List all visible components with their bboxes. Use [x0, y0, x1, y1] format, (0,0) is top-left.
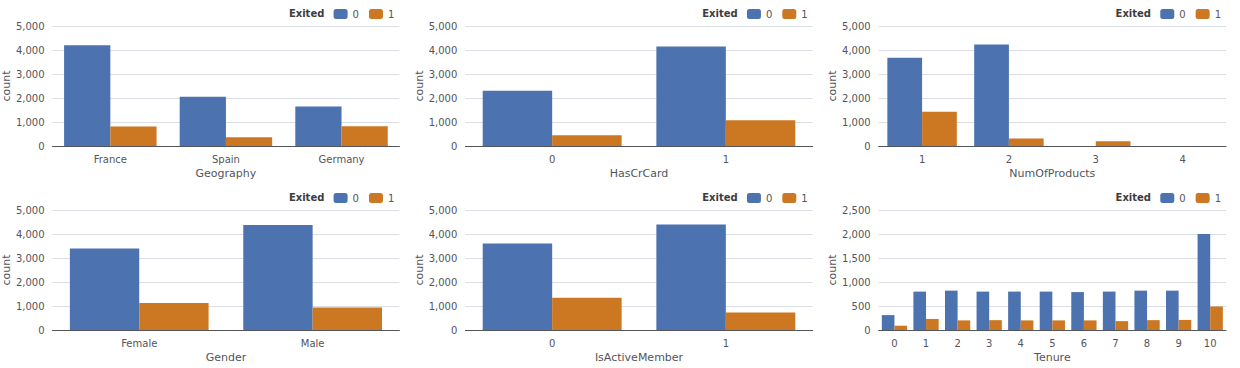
- svg-text:0: 0: [451, 141, 457, 152]
- svg-text:1: 1: [388, 9, 394, 20]
- svg-text:count: count: [826, 70, 839, 102]
- svg-text:7: 7: [1112, 338, 1118, 349]
- svg-text:Exited: Exited: [702, 192, 737, 203]
- svg-text:Tenure: Tenure: [1033, 351, 1071, 364]
- svg-text:4: 4: [1018, 338, 1024, 349]
- svg-text:10: 10: [1204, 338, 1217, 349]
- svg-text:0: 0: [864, 325, 870, 336]
- svg-text:1: 1: [919, 154, 925, 165]
- svg-text:2: 2: [954, 338, 960, 349]
- svg-text:5,000: 5,000: [16, 21, 45, 32]
- svg-text:0: 0: [891, 338, 897, 349]
- svg-text:4,000: 4,000: [16, 229, 45, 240]
- svg-text:0: 0: [549, 154, 555, 165]
- svg-text:2,000: 2,000: [842, 229, 871, 240]
- svg-text:1,000: 1,000: [429, 117, 458, 128]
- svg-text:1: 1: [801, 9, 807, 20]
- svg-text:500: 500: [852, 301, 871, 312]
- svg-text:count: count: [0, 254, 13, 286]
- svg-text:5,000: 5,000: [429, 21, 458, 32]
- svg-text:count: count: [826, 254, 839, 286]
- svg-text:1: 1: [801, 193, 807, 204]
- svg-text:0: 0: [864, 141, 870, 152]
- svg-text:1,000: 1,000: [842, 117, 871, 128]
- svg-text:0: 0: [549, 338, 555, 349]
- svg-text:2,000: 2,000: [429, 93, 458, 104]
- svg-text:3: 3: [986, 338, 992, 349]
- svg-text:3,000: 3,000: [429, 253, 458, 264]
- svg-text:5: 5: [1049, 338, 1055, 349]
- svg-text:4,000: 4,000: [842, 45, 871, 56]
- svg-text:0: 0: [1179, 193, 1185, 204]
- svg-text:France: France: [94, 154, 127, 165]
- svg-text:1: 1: [1215, 193, 1221, 204]
- svg-text:4,000: 4,000: [16, 45, 45, 56]
- svg-text:NumOfProducts: NumOfProducts: [1009, 167, 1095, 180]
- svg-text:5,000: 5,000: [842, 21, 871, 32]
- svg-text:3,000: 3,000: [429, 69, 458, 80]
- svg-text:Gender: Gender: [206, 351, 247, 364]
- svg-text:0: 0: [451, 325, 457, 336]
- svg-text:8: 8: [1144, 338, 1150, 349]
- svg-text:Spain: Spain: [212, 154, 240, 165]
- svg-text:5,000: 5,000: [429, 205, 458, 216]
- svg-text:6: 6: [1081, 338, 1087, 349]
- svg-text:1: 1: [388, 193, 394, 204]
- svg-text:1,000: 1,000: [842, 277, 871, 288]
- svg-text:count: count: [413, 70, 426, 102]
- svg-text:Exited: Exited: [1116, 8, 1151, 19]
- svg-text:1,000: 1,000: [16, 301, 45, 312]
- svg-text:Exited: Exited: [289, 192, 324, 203]
- svg-text:3,000: 3,000: [16, 253, 45, 264]
- svg-text:1,500: 1,500: [842, 253, 871, 264]
- svg-text:4,000: 4,000: [429, 45, 458, 56]
- svg-text:1: 1: [923, 338, 929, 349]
- svg-text:0: 0: [353, 193, 359, 204]
- svg-text:0: 0: [1179, 9, 1185, 20]
- svg-text:1: 1: [723, 154, 729, 165]
- svg-text:2,000: 2,000: [16, 93, 45, 104]
- svg-text:1: 1: [723, 338, 729, 349]
- svg-text:3,000: 3,000: [842, 69, 871, 80]
- svg-text:IsActiveMember: IsActiveMember: [595, 351, 684, 364]
- svg-text:Male: Male: [301, 338, 325, 349]
- svg-text:9: 9: [1175, 338, 1181, 349]
- svg-text:Geography: Geography: [196, 167, 257, 180]
- svg-text:0: 0: [766, 9, 772, 20]
- svg-text:Female: Female: [121, 338, 157, 349]
- svg-text:4,000: 4,000: [429, 229, 458, 240]
- svg-text:4: 4: [1179, 154, 1185, 165]
- svg-text:0: 0: [353, 9, 359, 20]
- svg-text:count: count: [0, 70, 13, 102]
- svg-text:Exited: Exited: [289, 8, 324, 19]
- svg-text:3,000: 3,000: [16, 69, 45, 80]
- svg-text:2,500: 2,500: [842, 205, 871, 216]
- svg-text:0: 0: [38, 141, 44, 152]
- svg-text:Exited: Exited: [702, 8, 737, 19]
- svg-text:2,000: 2,000: [429, 277, 458, 288]
- svg-text:0: 0: [38, 325, 44, 336]
- svg-text:Exited: Exited: [1116, 192, 1151, 203]
- svg-text:1,000: 1,000: [429, 301, 458, 312]
- svg-text:1: 1: [1215, 9, 1221, 20]
- svg-text:5,000: 5,000: [16, 205, 45, 216]
- svg-text:0: 0: [766, 193, 772, 204]
- svg-text:Germany: Germany: [319, 154, 365, 165]
- svg-text:3: 3: [1093, 154, 1099, 165]
- svg-text:2,000: 2,000: [16, 277, 45, 288]
- svg-text:2,000: 2,000: [842, 93, 871, 104]
- svg-text:2: 2: [1006, 154, 1012, 165]
- svg-text:HasCrCard: HasCrCard: [610, 167, 669, 180]
- svg-text:count: count: [413, 254, 426, 286]
- svg-text:1,000: 1,000: [16, 117, 45, 128]
